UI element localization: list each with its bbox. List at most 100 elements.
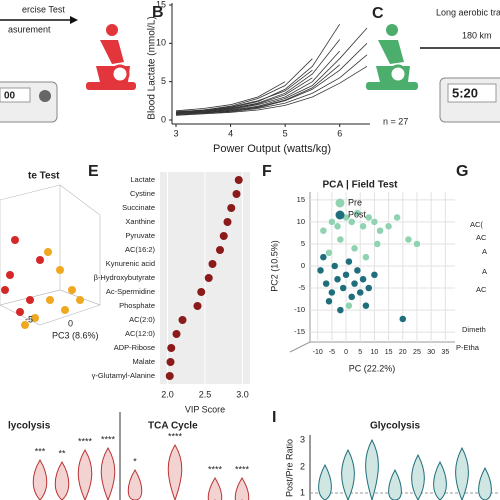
point (333, 222, 342, 231)
data-line (175, 81, 286, 112)
x-tick-label: 20 (399, 349, 407, 356)
x-tick-label: 0 (344, 349, 348, 356)
violin (32, 459, 48, 500)
point (336, 306, 345, 314)
point (356, 288, 364, 297)
point (364, 284, 373, 292)
point (330, 262, 339, 270)
point (347, 293, 356, 301)
significance: * (133, 456, 137, 466)
x-tick-label: -10 (313, 349, 323, 356)
panel-h-title: TCA Cycle (148, 421, 198, 432)
point (316, 266, 325, 275)
legend-label: Post (348, 209, 367, 219)
x-tick-label: 25 (413, 349, 421, 356)
point (325, 249, 333, 257)
panel-letter: B (152, 4, 164, 21)
row-label: A (482, 267, 487, 276)
point (362, 253, 370, 261)
dot (208, 260, 217, 268)
arrowhead (70, 16, 78, 24)
data-line (175, 69, 313, 113)
violin (100, 447, 116, 500)
x-axis-label: Power Output (watts/kg) (213, 143, 331, 155)
point (333, 275, 342, 283)
category-label: Cystine (130, 189, 155, 198)
panel-i-title: Glycolysis (370, 421, 420, 432)
y-tick-label: 5 (301, 239, 305, 248)
point (413, 240, 421, 248)
point (404, 235, 413, 244)
significance: **** (208, 464, 223, 474)
y-tick-label: -15 (294, 327, 305, 336)
y-tick-label: -10 (294, 305, 305, 314)
violins: *** ****** ************* **** (32, 431, 250, 500)
point (339, 284, 347, 292)
chart-title: PCA | Field Test (322, 180, 398, 191)
frame (289, 192, 455, 353)
category-label: Kynurenic acid (106, 259, 155, 268)
bike-icon (86, 24, 136, 90)
panel-a-text: ercise Test (22, 4, 65, 14)
panel-letter: F (262, 163, 272, 180)
point (359, 275, 367, 283)
category-label: AC(2:0) (129, 315, 155, 324)
point (319, 253, 328, 261)
x-tick-label: 2.0 (161, 389, 174, 399)
point (345, 301, 353, 310)
panel-c-text: 180 km (462, 30, 492, 40)
data-line (175, 54, 368, 115)
dot (165, 372, 174, 380)
point (350, 279, 359, 288)
panel-h-title: lycolysis (8, 421, 51, 432)
violin (478, 466, 492, 500)
data-line (175, 23, 341, 113)
violin (318, 463, 332, 500)
data-line (175, 50, 340, 114)
device-screen (0, 87, 31, 103)
tick-label: -5 (25, 314, 33, 324)
violin (207, 477, 223, 500)
panel-letter: E (88, 163, 99, 180)
y-tick-label: 15 (156, 0, 166, 9)
category-label: AC(16:2) (125, 245, 156, 254)
device-display: 5:20 (452, 85, 478, 100)
category-label: Ac-Spermidine (106, 287, 155, 296)
data-line (175, 43, 368, 115)
dot (167, 344, 176, 352)
dot (227, 204, 236, 212)
data-line (175, 65, 368, 116)
dot (219, 232, 228, 240)
row-label: Dimeth (462, 325, 486, 334)
panel-letter: C (372, 5, 384, 22)
tick-label: 0 (68, 318, 73, 328)
x-tick-label: 30 (427, 349, 435, 356)
dot (197, 288, 206, 296)
significance: *** (35, 446, 46, 456)
x-tick-label: 3.0 (236, 389, 249, 399)
point (373, 240, 381, 248)
dot (234, 176, 243, 184)
legend-marker (335, 210, 345, 220)
legend-label: Pre (348, 197, 362, 207)
row-label: A (482, 247, 487, 256)
significance: ** (58, 448, 66, 458)
violin (433, 460, 447, 500)
point (359, 222, 367, 231)
violin (127, 469, 143, 500)
significance: **** (101, 434, 116, 444)
violin (411, 453, 425, 500)
row-label: AC (476, 233, 487, 242)
violins: 3 2 1 (300, 434, 492, 500)
x-tick-label: 35 (441, 349, 449, 356)
panel-d-title: te Test (28, 171, 60, 182)
x-axis-label: VIP Score (185, 404, 225, 414)
violin (234, 477, 250, 500)
significance: **** (78, 436, 93, 446)
point (325, 297, 333, 306)
y-tick-label: 0 (301, 261, 305, 270)
axis-label: PC3 (8.6%) (52, 330, 99, 340)
sample-size: n = 27 (383, 116, 408, 126)
point (370, 271, 379, 279)
